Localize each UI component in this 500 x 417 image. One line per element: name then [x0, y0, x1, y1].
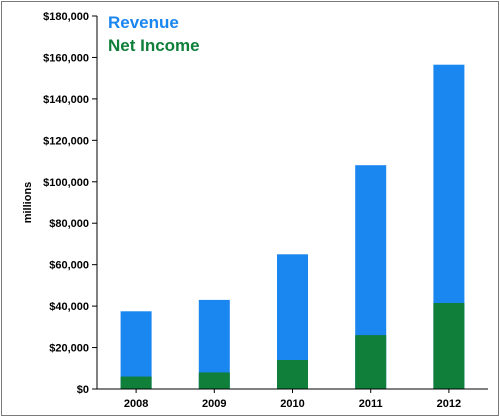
y-tick-label: $20,000 — [49, 343, 89, 355]
x-tick-label: 2008 — [124, 398, 148, 410]
y-tick-label: $120,000 — [43, 135, 89, 147]
bar-net-income-2008 — [120, 376, 152, 389]
y-axis-ticks: $0 $20,000 $40,000 $60,000 $80,000 $100,000 $1… — [43, 11, 97, 396]
y-tick-label: $160,000 — [43, 52, 89, 64]
x-tick-label: 2012 — [437, 398, 461, 410]
y-axis-title: millions — [22, 182, 34, 224]
y-tick-label: $180,000 — [43, 11, 89, 23]
bar-net-income-2012 — [433, 303, 465, 389]
bar-net-income-2009 — [198, 372, 230, 389]
legend-revenue: Revenue — [108, 13, 179, 32]
legend-net-income: Net Income — [108, 36, 200, 55]
x-axis-ticks: 2008 2009 2010 2011 2012 — [124, 389, 461, 410]
x-tick-label: 2010 — [280, 398, 304, 410]
y-tick-label: $40,000 — [49, 301, 89, 313]
x-tick-label: 2009 — [202, 398, 226, 410]
y-tick-label: $140,000 — [43, 94, 89, 106]
y-tick-label: $100,000 — [43, 177, 89, 189]
y-tick-label: $80,000 — [49, 218, 89, 230]
bar-net-income-2010 — [277, 359, 308, 389]
bar-net-income-2011 — [355, 335, 387, 389]
bar-revenue-2008 — [120, 311, 152, 389]
y-tick-label: $60,000 — [49, 260, 89, 272]
x-tick-label: 2011 — [359, 398, 383, 410]
y-tick-label: $0 — [77, 384, 89, 396]
bars — [120, 64, 465, 390]
